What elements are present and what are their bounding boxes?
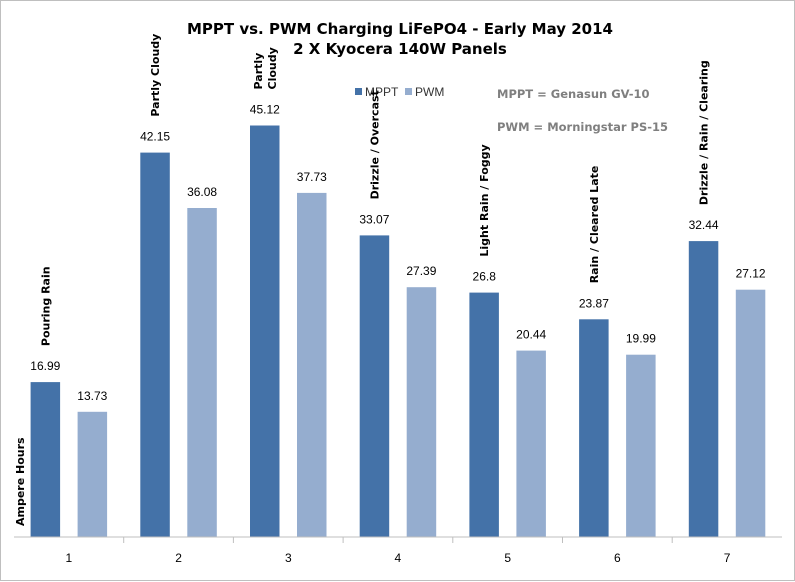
x-tick-label-5: 5 [504, 551, 511, 565]
bar-mppt-7 [688, 241, 719, 537]
note-mppt-controller: MPPT = Genasun GV-10 [497, 87, 649, 101]
bar-pwm-2 [187, 208, 217, 537]
data-label-pwm-6: 19.99 [626, 332, 656, 346]
weather-annotation-6: Rain / Cleared Late [588, 166, 601, 284]
y-axis-label: Ampere Hours [14, 437, 27, 526]
legend-label-pwm: PWM [415, 85, 444, 99]
data-label-pwm-2: 36.08 [187, 185, 217, 199]
x-tick-label-1: 1 [65, 551, 72, 565]
bar-pwm-1 [77, 411, 108, 537]
legend-swatch-pwm [405, 88, 412, 95]
data-label-pwm-1: 13.73 [77, 389, 107, 403]
weather-annotation-2: Partly Cloudy [149, 34, 162, 117]
bars [30, 125, 766, 537]
weather-annotations: Pouring Rain Partly Cloudy Partly Cloudy Dri… [39, 34, 710, 346]
bar-mppt-6 [579, 319, 609, 537]
x-tick-label-3: 3 [285, 551, 292, 565]
bar-pwm-6 [626, 354, 656, 537]
bar-pwm-3 [297, 192, 327, 537]
x-axis-ticks: 1 2 3 4 5 6 7 [65, 537, 731, 565]
data-label-pwm-3: 37.73 [297, 170, 327, 184]
bar-pwm-7 [735, 289, 766, 537]
data-label-mppt-7: 32.44 [689, 218, 719, 232]
data-label-mppt-6: 23.87 [579, 296, 609, 310]
data-label-mppt-3: 45.12 [250, 103, 280, 117]
x-tick-label-2: 2 [175, 551, 182, 565]
weather-annotation-3-line-2: Cloudy [266, 47, 279, 89]
chart-subtitle: 2 X Kyocera 140W Panels [293, 40, 507, 58]
weather-annotation-3-line-1: Partly [252, 53, 265, 90]
legend-label-mppt: MPPT [365, 85, 399, 99]
data-label-pwm-4: 27.39 [406, 264, 436, 278]
chart-title: MPPT vs. PWM Charging LiFePO4 - Early Ma… [187, 20, 613, 38]
data-label-mppt-4: 33.07 [359, 212, 389, 226]
bar-mppt-5 [469, 292, 499, 537]
data-label-pwm-7: 27.12 [736, 267, 766, 281]
data-label-mppt-5: 26.8 [473, 270, 497, 284]
x-tick-label-6: 6 [614, 551, 621, 565]
weather-annotation-5: Light Rain / Foggy [478, 144, 491, 256]
data-labels: 16.99 13.73 42.15 36.08 45.12 37.73 33.07 27.39… [30, 103, 766, 403]
data-label-mppt-1: 16.99 [30, 359, 60, 373]
bar-mppt-4 [359, 235, 390, 537]
bar-mppt-1 [30, 382, 61, 537]
bar-mppt-3 [250, 125, 280, 537]
weather-annotation-4: Drizzle / Overcast [368, 90, 381, 199]
legend-swatch-mppt [355, 88, 362, 95]
bar-mppt-2 [140, 152, 170, 537]
data-label-mppt-2: 42.15 [140, 130, 170, 144]
data-label-pwm-5: 20.44 [516, 328, 546, 342]
bar-pwm-4 [406, 287, 437, 537]
note-pwm-controller: PWM = Morningstar PS-15 [497, 120, 668, 134]
x-tick-label-7: 7 [724, 551, 731, 565]
weather-annotation-1: Pouring Rain [39, 266, 52, 346]
x-tick-label-4: 4 [395, 551, 402, 565]
weather-annotation-7: Drizzle / Rain / Clearing [698, 60, 711, 205]
legend: MPPT PWM [355, 85, 444, 99]
bar-pwm-5 [516, 350, 546, 537]
